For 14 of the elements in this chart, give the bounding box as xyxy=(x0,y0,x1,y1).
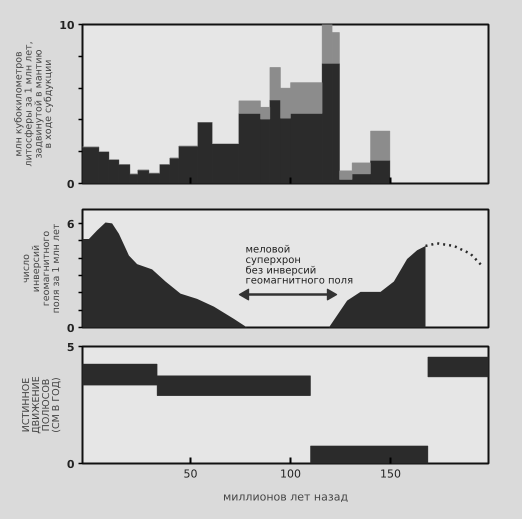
y-axis-title: число инверсий геомагнитного поля за 1 млн лет xyxy=(21,223,62,314)
y-axis-title: ИСТИННОЕ ДВИЖЕНИЕ ПОЛЮСОВ (СМ В ГОД) xyxy=(21,376,62,434)
x-tick-label: 50 xyxy=(184,468,198,480)
x-tick-label: 150 xyxy=(380,468,401,480)
x-axis-title: миллионов лет назад xyxy=(222,490,348,504)
y-tick-label: 5 xyxy=(66,341,74,354)
y-tick-label: 10 xyxy=(59,19,75,32)
y-tick-label: 0 xyxy=(66,322,75,335)
annotation: меловой суперхрон без инверсий геомагнитного поля xyxy=(246,244,354,287)
x-tick-label: 100 xyxy=(280,468,301,480)
y-tick-label: 0 xyxy=(66,178,75,191)
y-tick-label: 6 xyxy=(66,218,75,231)
y-tick-label: 0 xyxy=(66,458,75,471)
y-axis-title: млн кубокилометров литосферы за 1 млн лет, задвинутой в мантию в ходе субдукции xyxy=(13,41,54,167)
